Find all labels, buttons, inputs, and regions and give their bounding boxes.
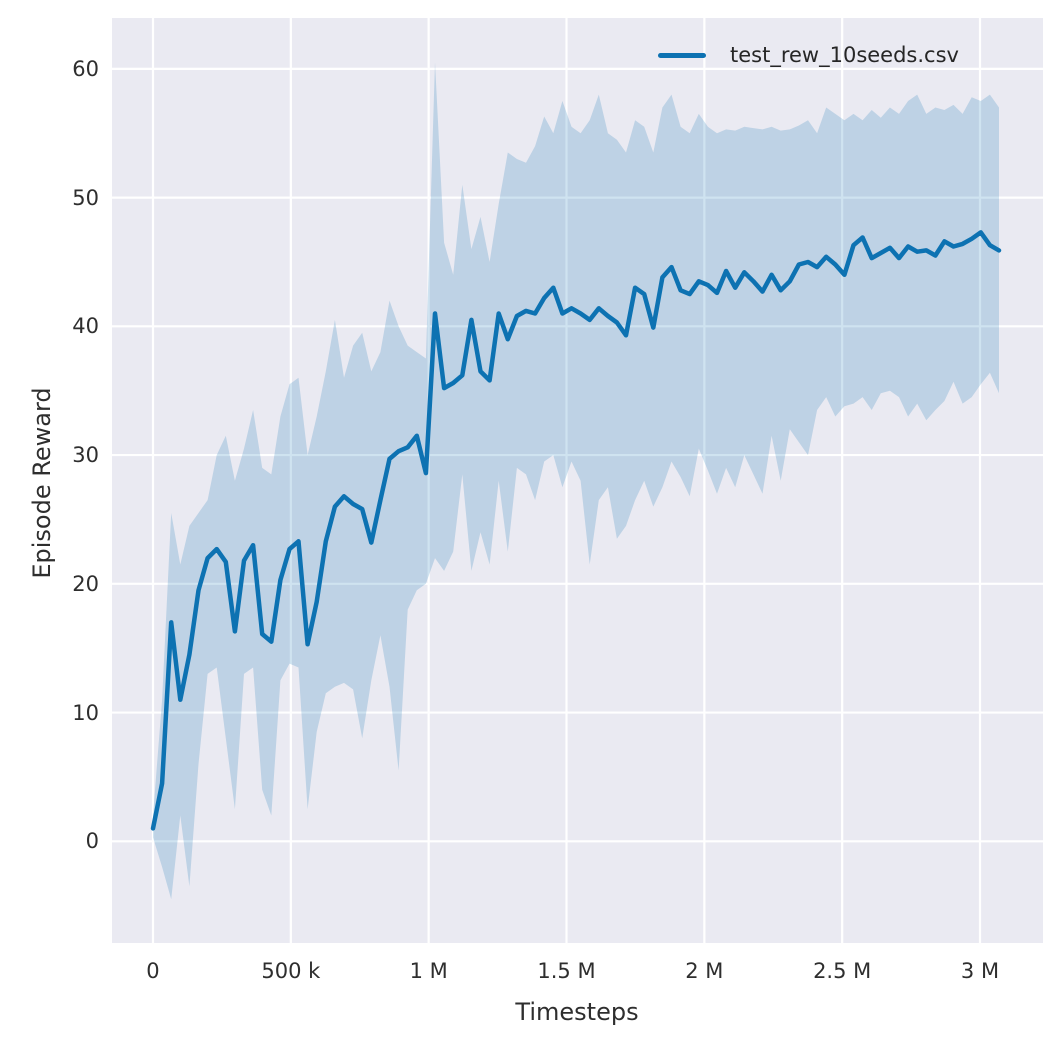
y-tick-label: 20 xyxy=(72,571,99,596)
y-tick-label: 0 xyxy=(85,829,99,854)
legend-line-swatch xyxy=(658,52,706,58)
y-axis-label: Episode Reward xyxy=(28,387,56,579)
y-tick-label: 40 xyxy=(72,314,99,339)
x-tick-label: 0 xyxy=(146,959,160,983)
x-tick-label: 2.5 M xyxy=(813,959,872,983)
x-tick-label: 500 k xyxy=(261,959,321,983)
confidence-band xyxy=(153,62,999,900)
x-tick-label: 3 M xyxy=(960,959,1000,983)
gridlines xyxy=(112,18,1043,943)
y-tick-label: 30 xyxy=(72,443,99,468)
x-axis-label: Timesteps xyxy=(515,998,639,1026)
legend: test_rew_10seeds.csv xyxy=(658,40,959,70)
plot-area xyxy=(112,18,1043,943)
mean-line xyxy=(150,230,1002,831)
plot-canvas xyxy=(112,18,1043,943)
y-tick-label: 50 xyxy=(72,185,99,210)
x-tick-label: 2 M xyxy=(685,959,724,983)
x-tick-label: 1.5 M xyxy=(537,959,596,983)
y-tick-label: 10 xyxy=(72,700,99,725)
y-tick-label: 60 xyxy=(72,56,99,81)
x-tick-label: 1 M xyxy=(409,959,448,983)
legend-label: test_rew_10seeds.csv xyxy=(730,43,959,67)
